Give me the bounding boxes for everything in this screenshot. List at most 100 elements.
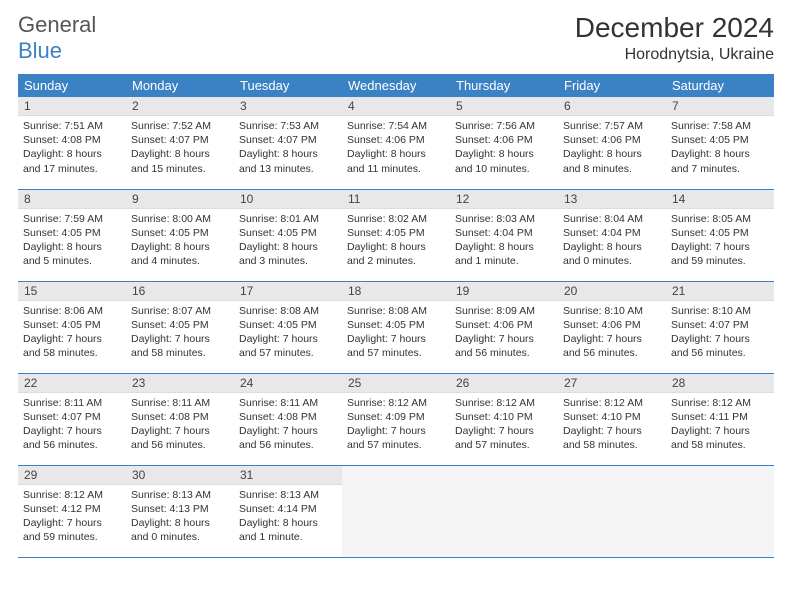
day-body: Sunrise: 8:02 AMSunset: 4:05 PMDaylight:…: [342, 209, 450, 273]
calendar-body: 1Sunrise: 7:51 AMSunset: 4:08 PMDaylight…: [18, 97, 774, 557]
day-number: 9: [126, 190, 234, 209]
day-cell: 29Sunrise: 8:12 AMSunset: 4:12 PMDayligh…: [18, 465, 126, 557]
logo-word2: Blue: [18, 38, 62, 63]
day-body: Sunrise: 8:11 AMSunset: 4:07 PMDaylight:…: [18, 393, 126, 457]
day-number: 13: [558, 190, 666, 209]
dayheader-tuesday: Tuesday: [234, 74, 342, 97]
day-cell: 9Sunrise: 8:00 AMSunset: 4:05 PMDaylight…: [126, 189, 234, 281]
day-body: Sunrise: 8:13 AMSunset: 4:14 PMDaylight:…: [234, 485, 342, 549]
day-number: 18: [342, 282, 450, 301]
day-body: Sunrise: 7:51 AMSunset: 4:08 PMDaylight:…: [18, 116, 126, 180]
day-cell: [666, 465, 774, 557]
day-number: 25: [342, 374, 450, 393]
day-cell: 14Sunrise: 8:05 AMSunset: 4:05 PMDayligh…: [666, 189, 774, 281]
day-cell: 28Sunrise: 8:12 AMSunset: 4:11 PMDayligh…: [666, 373, 774, 465]
day-number: 1: [18, 97, 126, 116]
day-number: 27: [558, 374, 666, 393]
day-body: Sunrise: 8:11 AMSunset: 4:08 PMDaylight:…: [234, 393, 342, 457]
day-body: Sunrise: 8:12 AMSunset: 4:10 PMDaylight:…: [450, 393, 558, 457]
day-body: Sunrise: 8:00 AMSunset: 4:05 PMDaylight:…: [126, 209, 234, 273]
day-cell: 21Sunrise: 8:10 AMSunset: 4:07 PMDayligh…: [666, 281, 774, 373]
day-number: 5: [450, 97, 558, 116]
day-cell: 23Sunrise: 8:11 AMSunset: 4:08 PMDayligh…: [126, 373, 234, 465]
day-number: 7: [666, 97, 774, 116]
day-cell: 25Sunrise: 8:12 AMSunset: 4:09 PMDayligh…: [342, 373, 450, 465]
week-row: 1Sunrise: 7:51 AMSunset: 4:08 PMDaylight…: [18, 97, 774, 189]
day-body: Sunrise: 7:53 AMSunset: 4:07 PMDaylight:…: [234, 116, 342, 180]
day-body: Sunrise: 8:05 AMSunset: 4:05 PMDaylight:…: [666, 209, 774, 273]
day-number: 30: [126, 466, 234, 485]
logo: General Blue: [18, 12, 98, 64]
day-number: 10: [234, 190, 342, 209]
day-cell: 10Sunrise: 8:01 AMSunset: 4:05 PMDayligh…: [234, 189, 342, 281]
day-cell: 2Sunrise: 7:52 AMSunset: 4:07 PMDaylight…: [126, 97, 234, 189]
day-cell: 15Sunrise: 8:06 AMSunset: 4:05 PMDayligh…: [18, 281, 126, 373]
day-cell: 12Sunrise: 8:03 AMSunset: 4:04 PMDayligh…: [450, 189, 558, 281]
day-body: Sunrise: 8:11 AMSunset: 4:08 PMDaylight:…: [126, 393, 234, 457]
day-cell: 4Sunrise: 7:54 AMSunset: 4:06 PMDaylight…: [342, 97, 450, 189]
day-body: Sunrise: 7:57 AMSunset: 4:06 PMDaylight:…: [558, 116, 666, 180]
day-cell: 1Sunrise: 7:51 AMSunset: 4:08 PMDaylight…: [18, 97, 126, 189]
day-body: Sunrise: 8:08 AMSunset: 4:05 PMDaylight:…: [342, 301, 450, 365]
day-cell: 19Sunrise: 8:09 AMSunset: 4:06 PMDayligh…: [450, 281, 558, 373]
dayheader-monday: Monday: [126, 74, 234, 97]
day-number: 23: [126, 374, 234, 393]
day-number: 2: [126, 97, 234, 116]
day-body: Sunrise: 8:04 AMSunset: 4:04 PMDaylight:…: [558, 209, 666, 273]
day-body: Sunrise: 8:03 AMSunset: 4:04 PMDaylight:…: [450, 209, 558, 273]
dayheader-saturday: Saturday: [666, 74, 774, 97]
dayheader-thursday: Thursday: [450, 74, 558, 97]
day-number: 17: [234, 282, 342, 301]
week-row: 22Sunrise: 8:11 AMSunset: 4:07 PMDayligh…: [18, 373, 774, 465]
header: General Blue December 2024 Horodnytsia, …: [18, 12, 774, 64]
day-number: 22: [18, 374, 126, 393]
day-cell: 24Sunrise: 8:11 AMSunset: 4:08 PMDayligh…: [234, 373, 342, 465]
day-header-row: Sunday Monday Tuesday Wednesday Thursday…: [18, 74, 774, 97]
day-number: 19: [450, 282, 558, 301]
day-body: Sunrise: 8:12 AMSunset: 4:09 PMDaylight:…: [342, 393, 450, 457]
day-cell: 27Sunrise: 8:12 AMSunset: 4:10 PMDayligh…: [558, 373, 666, 465]
day-cell: 7Sunrise: 7:58 AMSunset: 4:05 PMDaylight…: [666, 97, 774, 189]
page-title: December 2024: [575, 12, 774, 44]
day-cell: 6Sunrise: 7:57 AMSunset: 4:06 PMDaylight…: [558, 97, 666, 189]
day-number: 29: [18, 466, 126, 485]
day-number: 28: [666, 374, 774, 393]
day-cell: 3Sunrise: 7:53 AMSunset: 4:07 PMDaylight…: [234, 97, 342, 189]
day-number: 11: [342, 190, 450, 209]
day-body: Sunrise: 7:56 AMSunset: 4:06 PMDaylight:…: [450, 116, 558, 180]
day-body: Sunrise: 8:09 AMSunset: 4:06 PMDaylight:…: [450, 301, 558, 365]
day-number: 24: [234, 374, 342, 393]
day-number: 14: [666, 190, 774, 209]
day-body: Sunrise: 8:07 AMSunset: 4:05 PMDaylight:…: [126, 301, 234, 365]
calendar-table: Sunday Monday Tuesday Wednesday Thursday…: [18, 74, 774, 558]
day-number: 20: [558, 282, 666, 301]
day-body: Sunrise: 8:12 AMSunset: 4:11 PMDaylight:…: [666, 393, 774, 457]
location-label: Horodnytsia, Ukraine: [575, 46, 774, 64]
day-cell: 30Sunrise: 8:13 AMSunset: 4:13 PMDayligh…: [126, 465, 234, 557]
day-body: Sunrise: 8:12 AMSunset: 4:12 PMDaylight:…: [18, 485, 126, 549]
day-body: Sunrise: 8:10 AMSunset: 4:07 PMDaylight:…: [666, 301, 774, 365]
day-number: 6: [558, 97, 666, 116]
day-cell: [342, 465, 450, 557]
day-body: Sunrise: 8:10 AMSunset: 4:06 PMDaylight:…: [558, 301, 666, 365]
day-body: Sunrise: 8:01 AMSunset: 4:05 PMDaylight:…: [234, 209, 342, 273]
day-cell: 5Sunrise: 7:56 AMSunset: 4:06 PMDaylight…: [450, 97, 558, 189]
title-block: December 2024 Horodnytsia, Ukraine: [575, 12, 774, 64]
logo-word1: General: [18, 12, 96, 37]
day-number: 21: [666, 282, 774, 301]
week-row: 29Sunrise: 8:12 AMSunset: 4:12 PMDayligh…: [18, 465, 774, 557]
day-cell: 31Sunrise: 8:13 AMSunset: 4:14 PMDayligh…: [234, 465, 342, 557]
week-row: 8Sunrise: 7:59 AMSunset: 4:05 PMDaylight…: [18, 189, 774, 281]
dayheader-wednesday: Wednesday: [342, 74, 450, 97]
day-cell: [558, 465, 666, 557]
day-cell: 13Sunrise: 8:04 AMSunset: 4:04 PMDayligh…: [558, 189, 666, 281]
day-body: Sunrise: 7:54 AMSunset: 4:06 PMDaylight:…: [342, 116, 450, 180]
day-number: 4: [342, 97, 450, 116]
day-number: 16: [126, 282, 234, 301]
day-cell: 26Sunrise: 8:12 AMSunset: 4:10 PMDayligh…: [450, 373, 558, 465]
logo-text: General Blue: [18, 12, 98, 64]
day-cell: [450, 465, 558, 557]
day-cell: 18Sunrise: 8:08 AMSunset: 4:05 PMDayligh…: [342, 281, 450, 373]
day-cell: 11Sunrise: 8:02 AMSunset: 4:05 PMDayligh…: [342, 189, 450, 281]
day-body: Sunrise: 8:06 AMSunset: 4:05 PMDaylight:…: [18, 301, 126, 365]
